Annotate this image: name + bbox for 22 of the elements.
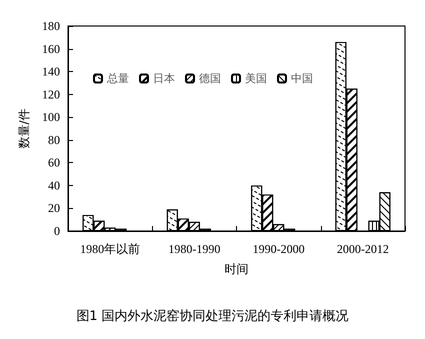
y-tick-label: 140 [42,64,60,79]
y-tick-label: 160 [42,42,60,56]
y-axis-title: 数量/件 [17,108,31,149]
y-tick-label: 100 [42,110,60,124]
x-tick-label: 2000-2012 [336,242,389,256]
legend-label: 日本 [153,72,175,85]
x-axis-title: 时间 [224,262,248,276]
y-tick-label: 20 [48,201,60,216]
legend-label: 总量 [106,72,129,85]
y-tick-label: 40 [48,178,60,192]
y-tick-label: 60 [48,156,60,170]
x-tick-label: 1980-1990 [168,242,220,256]
caption: 图1 国内外水泥窑协同处理污泥的专利申请概况 [76,308,349,324]
x-tick-label: 1980年以前 [80,242,140,256]
y-tick-label: 120 [42,87,60,102]
legend-label: 德国 [199,72,221,85]
x-tick-label: 1990-2000 [252,242,305,256]
legend-label: 中国 [291,72,313,85]
legend-label: 美国 [245,72,267,85]
y-tick-label: 180 [42,19,60,33]
y-tick-label: 0 [54,224,60,238]
y-tick-label: 80 [48,132,60,147]
